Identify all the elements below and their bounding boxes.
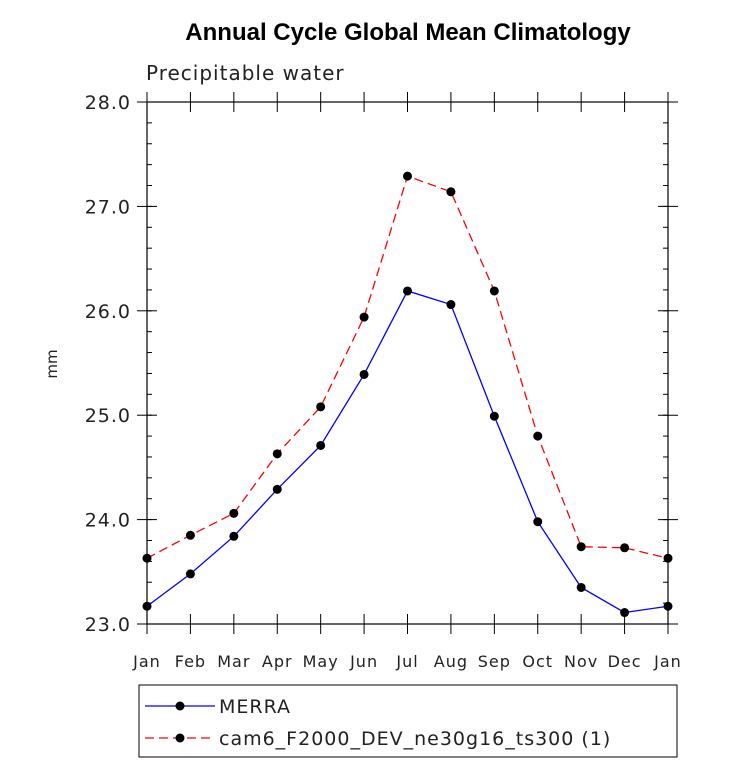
- data-point: [663, 601, 673, 611]
- chart-title: Annual Cycle Global Mean Climatology: [185, 19, 631, 46]
- legend: MERRA cam6_F2000_DEV_ne30g16_ts300 (1): [145, 696, 611, 750]
- data-point: [620, 543, 630, 553]
- y-tick-label: 24.0: [85, 510, 131, 532]
- data-point: [359, 369, 369, 379]
- data-point: [185, 569, 195, 579]
- data-point: [620, 608, 630, 618]
- x-tick-label: Oct: [522, 652, 553, 671]
- y-tick-label: 27.0: [85, 196, 131, 218]
- data-point: [533, 517, 543, 527]
- data-point: [576, 542, 586, 552]
- x-tick-label: Jun: [349, 652, 378, 671]
- y-tick-label: 23.0: [85, 614, 131, 636]
- y-tick-label: 25.0: [85, 405, 131, 427]
- data-point: [229, 508, 239, 518]
- chart-subtitle: Precipitable water: [146, 61, 345, 85]
- x-tick-label: May: [303, 652, 339, 671]
- x-tick-label: Dec: [608, 652, 642, 671]
- x-tick-label: Mar: [217, 652, 250, 671]
- y-axis-label: mm: [43, 349, 61, 378]
- legend-box: [138, 684, 678, 758]
- series-line-0: [146, 290, 669, 614]
- legend-marker: [175, 701, 185, 711]
- y-tick-label: 28.0: [85, 92, 131, 114]
- data-point: [533, 431, 543, 441]
- data-point: [272, 449, 282, 459]
- x-tick-label: Jan: [653, 652, 682, 671]
- series-layer: [142, 171, 673, 618]
- x-tick-label: Feb: [175, 652, 206, 671]
- x-tick-label: Sep: [478, 652, 511, 671]
- data-point: [446, 187, 456, 197]
- data-point: [142, 601, 152, 611]
- data-point: [316, 440, 326, 450]
- x-tick-label: Jul: [395, 652, 418, 671]
- legend-label: cam6_F2000_DEV_ne30g16_ts300 (1): [219, 728, 611, 750]
- legend-label: MERRA: [219, 696, 291, 718]
- data-point: [489, 411, 499, 421]
- data-point: [489, 286, 499, 296]
- y-tick-label: 26.0: [85, 301, 131, 323]
- data-point: [403, 171, 412, 181]
- x-tick-label: Apr: [262, 652, 293, 671]
- x-ticks: Jan Feb Mar Apr May Jun Jul Aug Sep Oct Nov Dec Jan: [132, 92, 682, 671]
- x-tick-label: Jan: [132, 652, 161, 671]
- data-point: [185, 530, 195, 540]
- x-tick-label: Nov: [564, 652, 598, 671]
- data-point: [663, 553, 673, 563]
- data-point: [403, 286, 412, 296]
- series-line-1: [146, 175, 669, 559]
- data-point: [576, 582, 586, 592]
- data-point: [142, 553, 152, 563]
- data-point: [316, 402, 326, 412]
- data-point: [446, 300, 456, 310]
- legend-marker: [175, 733, 185, 743]
- data-point: [229, 531, 239, 541]
- y-ticks: 23.0 24.0 25.0 26.0 27.0 28.0: [85, 92, 678, 636]
- x-tick-label: Aug: [434, 652, 468, 671]
- data-point: [359, 312, 369, 322]
- data-point: [272, 484, 282, 494]
